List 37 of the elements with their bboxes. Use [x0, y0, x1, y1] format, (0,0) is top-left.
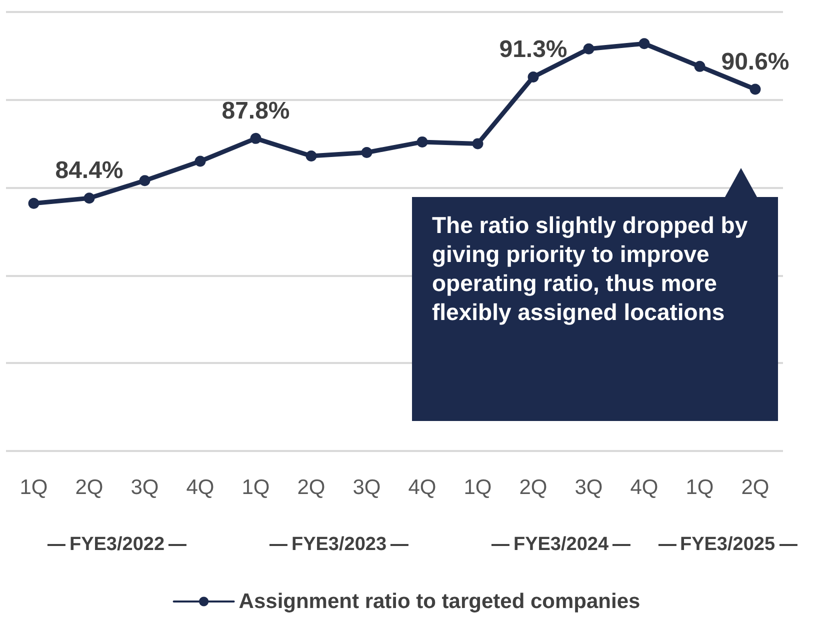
data-label: 87.8% [222, 97, 290, 124]
text: FYE3/2025 [680, 534, 776, 556]
point [250, 132, 262, 144]
point [694, 60, 706, 72]
x-tick-label: 2Q [519, 476, 548, 499]
x-tick-label: 4Q [408, 476, 436, 499]
x-tick-label: 3Q [352, 476, 381, 499]
x-tick-label: 1Q [686, 476, 714, 499]
point [750, 84, 761, 95]
data-label: 91.3% [499, 36, 568, 63]
point [638, 38, 650, 50]
legend-label: Assignment ratio to targeted companies [238, 590, 640, 613]
x-tick-label: 3Q [574, 476, 603, 499]
point [472, 138, 484, 150]
x-tick-label: 4Q [186, 476, 214, 499]
point [361, 146, 372, 158]
point [306, 150, 317, 162]
point [84, 192, 95, 204]
point [528, 71, 539, 82]
point [139, 175, 150, 186]
text: FYE3/2024 [513, 534, 609, 556]
text: FYE3/2023 [291, 534, 387, 556]
point [583, 43, 594, 54]
x-tick-label: 1Q [464, 476, 492, 499]
x-tick-label: 3Q [130, 476, 159, 499]
data-label: 84.4% [55, 157, 124, 184]
x-tick-label: 1Q [20, 476, 48, 499]
x-tick-label: 1Q [242, 476, 270, 499]
point [28, 198, 40, 209]
x-tick-label: 2Q [297, 476, 326, 499]
x-tick-label: 2Q [741, 476, 770, 499]
text: FYE3/2022 [69, 534, 165, 556]
x-tick-label: 4Q [630, 476, 658, 499]
point [194, 156, 206, 167]
point [416, 136, 428, 148]
x-tick-label: 2Q [75, 476, 104, 499]
data-label: 90.6% [721, 48, 790, 76]
